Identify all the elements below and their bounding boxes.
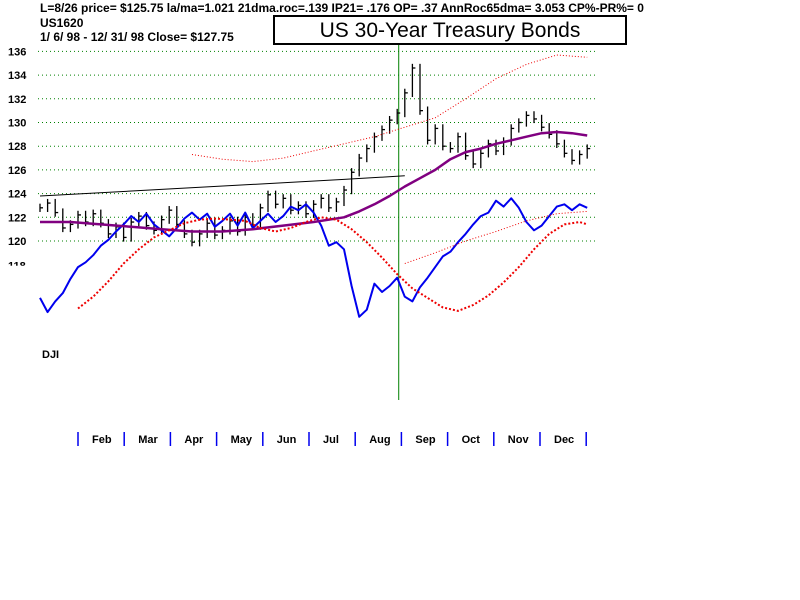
dji-line (39, 197, 588, 318)
month-label-sep: Sep (415, 434, 435, 446)
y-tick-130: 130 (8, 118, 26, 130)
band-line-0 (191, 54, 588, 163)
month-label-mar: Mar (138, 434, 158, 446)
dji-series-label: DJI (42, 349, 59, 361)
y-tick-120: 120 (8, 236, 26, 248)
y-tick-126: 126 (8, 165, 26, 177)
month-label-oct: Oct (462, 434, 481, 446)
tick-mask (6, 265, 36, 276)
y-tick-132: 132 (8, 94, 26, 106)
month-label-apr: Apr (184, 434, 204, 446)
y-tick-122: 122 (8, 212, 26, 224)
month-label-dec: Dec (554, 434, 574, 446)
info-line: L=8/26 price= $125.75 la/ma=1.021 21dma.… (40, 1, 644, 15)
month-label-jun: Jun (277, 434, 297, 446)
purple-moving-average-line (40, 130, 588, 233)
symbol-label: US1620 (40, 16, 84, 30)
month-label-feb: Feb (92, 434, 112, 446)
month-label-nov: Nov (508, 434, 530, 446)
trendline-1 (343, 175, 405, 180)
band-line-1 (404, 210, 588, 264)
series-layer (39, 54, 591, 318)
month-label-aug: Aug (369, 434, 390, 446)
y-tick-128: 128 (8, 141, 26, 153)
month-label-jul: Jul (323, 434, 339, 446)
y-tick-136: 136 (8, 46, 26, 58)
chart-title: US 30-Year Treasury Bonds (273, 15, 627, 45)
axis-layer: 136134132130128126124122120118DJIFebMarA… (6, 46, 587, 446)
trendline-0 (39, 178, 345, 197)
date-range-label: 1/ 6/ 98 - 12/ 31/ 98 Close= $127.75 (40, 30, 234, 44)
y-tick-124: 124 (8, 189, 27, 201)
month-label-may: May (231, 434, 253, 446)
y-tick-134: 134 (8, 70, 27, 82)
